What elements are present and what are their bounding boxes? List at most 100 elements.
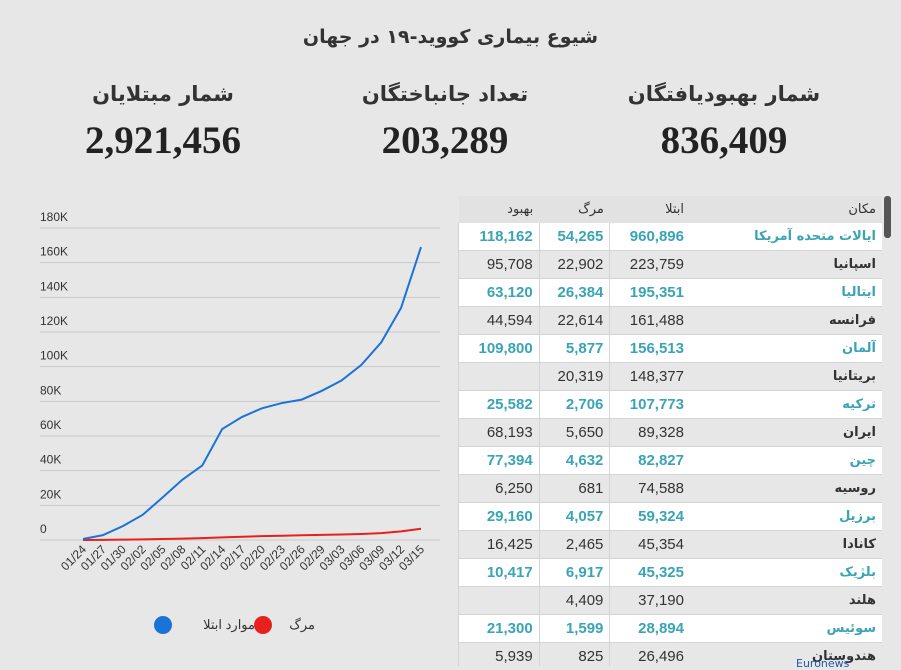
table-row: سوئیس 28,894 1,599 21,300 bbox=[458, 614, 882, 643]
y-tick-label: 40K bbox=[40, 453, 61, 467]
footer: Euronews bbox=[796, 657, 850, 670]
y-tick-label: 140K bbox=[40, 279, 68, 293]
place-cell: هلند bbox=[690, 586, 882, 615]
table-row: ایتالیا 195,351 26,384 63,120 bbox=[458, 278, 882, 307]
table-header: مکان ابتلا مرگ بهبود bbox=[458, 196, 882, 223]
number-cell: 77,394 bbox=[458, 446, 540, 475]
number-cell: 825 bbox=[538, 642, 610, 666]
number-cell: 74,588 bbox=[609, 474, 690, 503]
number-cell: 107,773 bbox=[609, 390, 690, 419]
scrollbar[interactable] bbox=[884, 196, 891, 238]
number-cell: 63,120 bbox=[458, 278, 540, 307]
place-cell: سوئیس bbox=[690, 614, 882, 643]
number-cell: 16,425 bbox=[458, 530, 540, 559]
number-cell: 29,160 bbox=[458, 502, 540, 531]
y-tick-label: 120K bbox=[40, 314, 68, 328]
y-tick-label: 0 bbox=[40, 522, 47, 536]
number-cell: 223,759 bbox=[609, 250, 690, 279]
number-cell: 26,496 bbox=[609, 642, 690, 666]
number-cell: 82,827 bbox=[609, 446, 690, 475]
place-cell: اسپانیا bbox=[690, 250, 882, 279]
place-cell: روسیه bbox=[690, 474, 882, 503]
number-cell: 10,417 bbox=[458, 558, 540, 587]
table: مکان ابتلا مرگ بهبود ایالات متحده آمریکا 960,… bbox=[458, 196, 882, 666]
number-cell: 45,354 bbox=[609, 530, 690, 559]
number-cell: 4,409 bbox=[538, 586, 610, 615]
table-row: بریتانیا 148,377 20,319 bbox=[458, 362, 882, 391]
number-cell: 5,650 bbox=[538, 418, 610, 447]
y-tick-label: 20K bbox=[40, 487, 61, 501]
column-header: ابتلا bbox=[609, 196, 690, 223]
number-cell: 21,300 bbox=[458, 614, 540, 643]
number-cell: 95,708 bbox=[458, 250, 540, 279]
number-cell: 5,877 bbox=[538, 334, 610, 363]
legend-marker bbox=[154, 616, 172, 634]
number-cell: 118,162 bbox=[458, 223, 540, 251]
table-row: اسپانیا 223,759 22,902 95,708 bbox=[458, 250, 882, 279]
number-cell: 20,319 bbox=[538, 362, 610, 391]
stat-value: 836,409 bbox=[660, 119, 788, 162]
place-cell: بلژیک bbox=[690, 558, 882, 587]
place-cell: ایران bbox=[690, 418, 882, 447]
legend-label: موارد ابتلا bbox=[203, 617, 255, 633]
page-title: شیوع بیماری کووید-۱۹ در جهان bbox=[302, 26, 599, 48]
number-cell: 6,917 bbox=[538, 558, 610, 587]
number-cell: 1,599 bbox=[538, 614, 610, 643]
number-cell: 68,193 bbox=[458, 418, 540, 447]
place-cell: آلمان bbox=[690, 334, 882, 363]
y-tick-label: 160K bbox=[40, 245, 68, 259]
number-cell: 45,325 bbox=[609, 558, 690, 587]
number-cell: 26,384 bbox=[538, 278, 610, 307]
place-cell: بریتانیا bbox=[690, 362, 882, 391]
table-row: آلمان 156,513 5,877 109,800 bbox=[458, 334, 882, 363]
table-row: هلند 37,190 4,409 bbox=[458, 586, 882, 615]
column-header: بهبود bbox=[458, 196, 540, 223]
chart: 020K40K60K80K100K120K140K160K180K01/2401… bbox=[40, 210, 440, 634]
number-cell: 4,057 bbox=[538, 502, 610, 531]
table-row: برزیل 59,324 4,057 29,160 bbox=[458, 502, 882, 531]
y-tick-label: 100K bbox=[40, 349, 68, 363]
number-cell: 960,896 bbox=[609, 223, 690, 251]
number-cell: 22,614 bbox=[538, 306, 610, 335]
number-cell: 37,190 bbox=[609, 586, 690, 615]
number-cell: 22,902 bbox=[538, 250, 610, 279]
place-cell: برزیل bbox=[690, 502, 882, 531]
number-cell: 156,513 bbox=[609, 334, 690, 363]
number-cell: 681 bbox=[538, 474, 610, 503]
number-cell bbox=[458, 586, 540, 615]
number-cell: 2,465 bbox=[538, 530, 610, 559]
stat-value: 2,921,456 bbox=[85, 119, 241, 162]
table-row: روسیه 74,588 681 6,250 bbox=[458, 474, 882, 503]
table-row: ایالات متحده آمریکا 960,896 54,265 118,162 bbox=[458, 223, 882, 251]
stat-label: شمار بهبودیافتگان bbox=[627, 82, 821, 106]
number-cell: 54,265 bbox=[538, 223, 610, 251]
stat: تعداد جانباختگان 203,289 bbox=[315, 82, 575, 163]
stat-value: 203,289 bbox=[381, 119, 509, 162]
number-cell: 109,800 bbox=[458, 334, 540, 363]
table-row: ترکیه 107,773 2,706 25,582 bbox=[458, 390, 882, 419]
table-row: چین 82,827 4,632 77,394 bbox=[458, 446, 882, 475]
series-line bbox=[82, 246, 422, 540]
number-cell: 89,328 bbox=[609, 418, 690, 447]
number-cell: 6,250 bbox=[458, 474, 540, 503]
number-cell: 4,632 bbox=[538, 446, 610, 475]
legend-marker bbox=[254, 616, 272, 634]
number-cell: 195,351 bbox=[609, 278, 690, 307]
y-tick-label: 80K bbox=[40, 383, 61, 397]
column-header: مکان bbox=[690, 196, 882, 223]
table-row: فرانسه 161,488 22,614 44,594 bbox=[458, 306, 882, 335]
number-cell: 44,594 bbox=[458, 306, 540, 335]
table-container: مکان ابتلا مرگ بهبود ایالات متحده آمریکا 960,… bbox=[458, 196, 882, 666]
number-cell bbox=[458, 362, 540, 391]
place-cell: کانادا bbox=[690, 530, 882, 559]
number-cell: 2,706 bbox=[538, 390, 610, 419]
legend-label: مرگ bbox=[289, 617, 315, 633]
place-cell: ترکیه bbox=[690, 390, 882, 419]
column-header: مرگ bbox=[539, 196, 610, 223]
number-cell: 148,377 bbox=[609, 362, 690, 391]
number-cell: 161,488 bbox=[609, 306, 690, 335]
number-cell: 25,582 bbox=[458, 390, 540, 419]
number-cell: 28,894 bbox=[609, 614, 690, 643]
place-cell: چین bbox=[690, 446, 882, 475]
